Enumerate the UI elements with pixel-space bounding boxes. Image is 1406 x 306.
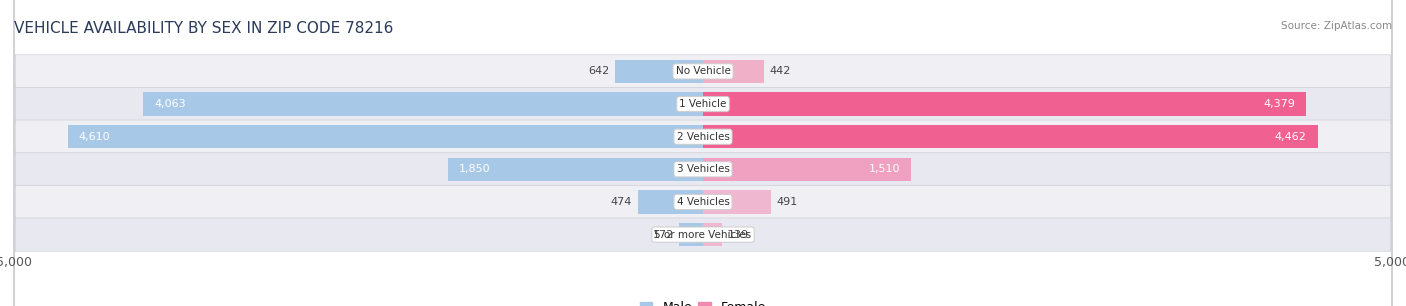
Bar bbox=[703, 190, 770, 214]
Bar bbox=[67, 125, 703, 148]
Text: 4,610: 4,610 bbox=[79, 132, 111, 142]
Bar bbox=[143, 92, 703, 116]
Bar bbox=[703, 223, 723, 246]
FancyBboxPatch shape bbox=[14, 0, 1392, 306]
FancyBboxPatch shape bbox=[14, 0, 1392, 306]
FancyBboxPatch shape bbox=[14, 0, 1392, 306]
Bar bbox=[449, 158, 703, 181]
Text: 139: 139 bbox=[728, 230, 749, 240]
Text: 4,462: 4,462 bbox=[1275, 132, 1306, 142]
FancyBboxPatch shape bbox=[14, 0, 1392, 306]
Bar bbox=[703, 158, 911, 181]
Bar bbox=[703, 60, 763, 83]
Text: Source: ZipAtlas.com: Source: ZipAtlas.com bbox=[1281, 21, 1392, 32]
Text: 474: 474 bbox=[610, 197, 633, 207]
Bar bbox=[703, 92, 1306, 116]
Text: 1,850: 1,850 bbox=[460, 164, 491, 174]
Text: 4,063: 4,063 bbox=[155, 99, 186, 109]
Text: 491: 491 bbox=[776, 197, 797, 207]
Text: 172: 172 bbox=[652, 230, 673, 240]
Bar bbox=[614, 60, 703, 83]
Text: 442: 442 bbox=[769, 66, 790, 76]
Text: 4 Vehicles: 4 Vehicles bbox=[676, 197, 730, 207]
Text: No Vehicle: No Vehicle bbox=[675, 66, 731, 76]
Text: 1,510: 1,510 bbox=[869, 164, 900, 174]
Text: 1 Vehicle: 1 Vehicle bbox=[679, 99, 727, 109]
Text: 4,379: 4,379 bbox=[1264, 99, 1295, 109]
FancyBboxPatch shape bbox=[14, 0, 1392, 306]
Bar bbox=[679, 223, 703, 246]
Text: 642: 642 bbox=[588, 66, 609, 76]
FancyBboxPatch shape bbox=[14, 0, 1392, 306]
Text: 2 Vehicles: 2 Vehicles bbox=[676, 132, 730, 142]
Text: 3 Vehicles: 3 Vehicles bbox=[676, 164, 730, 174]
Legend: Male, Female: Male, Female bbox=[636, 296, 770, 306]
Text: VEHICLE AVAILABILITY BY SEX IN ZIP CODE 78216: VEHICLE AVAILABILITY BY SEX IN ZIP CODE … bbox=[14, 21, 394, 36]
Text: 5 or more Vehicles: 5 or more Vehicles bbox=[654, 230, 752, 240]
Bar bbox=[703, 125, 1317, 148]
Bar bbox=[638, 190, 703, 214]
